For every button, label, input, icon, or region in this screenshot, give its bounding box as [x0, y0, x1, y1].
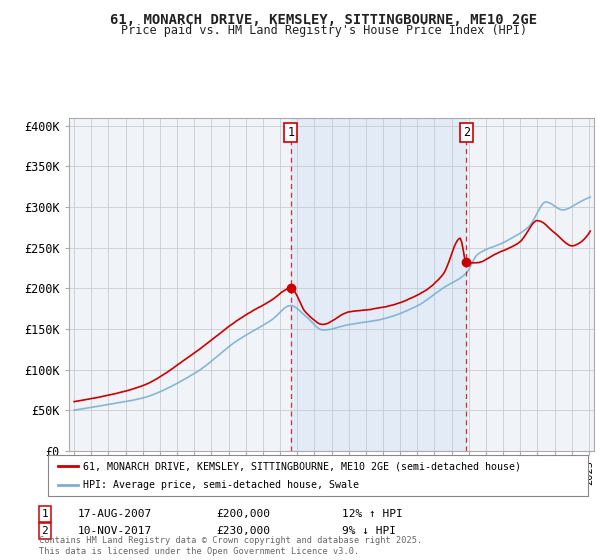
- Text: 61, MONARCH DRIVE, KEMSLEY, SITTINGBOURNE, ME10 2GE: 61, MONARCH DRIVE, KEMSLEY, SITTINGBOURN…: [110, 13, 538, 27]
- Text: 12% ↑ HPI: 12% ↑ HPI: [342, 509, 403, 519]
- Text: £230,000: £230,000: [216, 526, 270, 536]
- Text: Contains HM Land Registry data © Crown copyright and database right 2025.
This d: Contains HM Land Registry data © Crown c…: [39, 536, 422, 556]
- Text: £200,000: £200,000: [216, 509, 270, 519]
- Text: 1: 1: [41, 509, 49, 519]
- Text: 17-AUG-2007: 17-AUG-2007: [78, 509, 152, 519]
- Text: Price paid vs. HM Land Registry's House Price Index (HPI): Price paid vs. HM Land Registry's House …: [121, 24, 527, 38]
- Text: 1: 1: [287, 126, 295, 139]
- Text: 9% ↓ HPI: 9% ↓ HPI: [342, 526, 396, 536]
- Text: HPI: Average price, semi-detached house, Swale: HPI: Average price, semi-detached house,…: [83, 480, 359, 489]
- Bar: [291, 118, 466, 451]
- Text: 61, MONARCH DRIVE, KEMSLEY, SITTINGBOURNE, ME10 2GE (semi-detached house): 61, MONARCH DRIVE, KEMSLEY, SITTINGBOURN…: [83, 461, 521, 471]
- Text: 2: 2: [463, 126, 470, 139]
- Text: 2: 2: [41, 526, 49, 536]
- Text: 10-NOV-2017: 10-NOV-2017: [78, 526, 152, 536]
